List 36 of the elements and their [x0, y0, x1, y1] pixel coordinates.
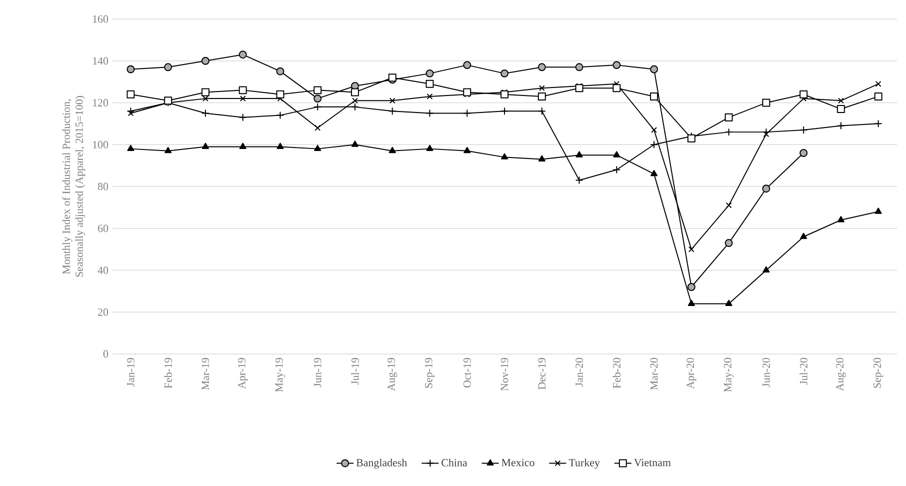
- x-tick-label: Sep-20: [874, 358, 884, 388]
- y-tick-label: 20: [98, 308, 108, 316]
- y-tick-label: 140: [93, 57, 108, 65]
- x-tick-label: Nov-19: [500, 358, 508, 391]
- x-tick-label: Mar-20: [650, 358, 658, 390]
- legend-label: Turkey: [568, 458, 600, 469]
- legend-label: Vietnam: [634, 458, 671, 466]
- x-tick-label: May-20: [724, 358, 734, 392]
- x-tick-label: Jan-20: [576, 358, 583, 386]
- x-tick-label: Jul-19: [351, 358, 359, 385]
- y-axis-title: Monthly Index of Industrial Production, Seasonally adjusted (Apparel, 2015=100): [62, 96, 86, 277]
- y-tick-label: 40: [98, 266, 108, 274]
- x-tick-label: Mar-19: [202, 358, 210, 390]
- y-tick-label: 120: [93, 99, 108, 106]
- y-tick-label: 80: [98, 182, 108, 190]
- x-tick-label: Feb-20: [612, 358, 621, 388]
- y-tick-label: 60: [98, 224, 108, 232]
- x-tick-label: Oct-19: [463, 358, 471, 388]
- x-tick-label: Sep-19: [424, 358, 435, 388]
- x-tick-label: Feb-19: [164, 358, 172, 388]
- x-tick-label: Apr-19: [238, 358, 248, 389]
- x-tick-label: Apr-20: [686, 358, 696, 389]
- legend-label: Bangladesh: [356, 458, 408, 469]
- x-tick-label: Jun-19: [314, 358, 322, 388]
- y-tick-label: 100: [93, 140, 108, 148]
- x-tick-label: Aug-19: [388, 358, 398, 391]
- x-tick-label: Aug-20: [836, 358, 846, 391]
- legend-label: China: [442, 458, 468, 466]
- legend-label: Mexico: [502, 458, 534, 466]
- y-tick-label: 0: [103, 350, 108, 358]
- x-tick-label: Dec-19: [538, 358, 546, 390]
- x-tick-label: Jul-20: [800, 358, 808, 385]
- y-tick-label: 160: [93, 15, 108, 23]
- x-tick-label: May-19: [275, 358, 286, 392]
- x-tick-label: Jan-19: [127, 358, 134, 386]
- x-tick-label: Jun-20: [762, 358, 770, 388]
